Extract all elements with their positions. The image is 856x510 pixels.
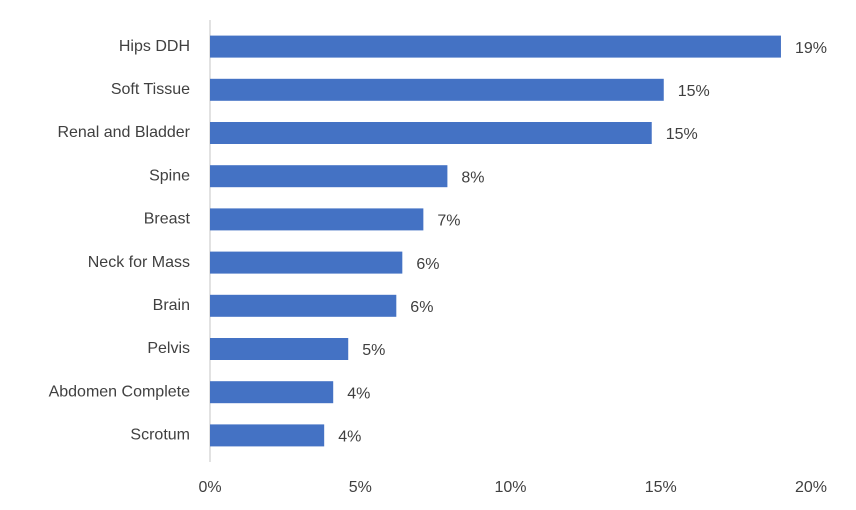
x-tick-label: 5%	[349, 479, 372, 496]
bar	[210, 424, 325, 447]
y-tick-label: Scrotum	[130, 427, 190, 444]
x-tick-label: 0%	[198, 479, 221, 496]
bar	[210, 338, 349, 360]
y-tick-label: Spine	[149, 167, 190, 184]
x-tick-label: 20%	[795, 479, 827, 496]
bar	[210, 294, 397, 317]
bar	[210, 381, 334, 404]
bar	[210, 78, 664, 101]
y-tick-label: Abdomen Complete	[49, 383, 191, 400]
value-label: 4%	[347, 385, 370, 402]
value-label: 6%	[416, 256, 439, 273]
y-tick-label: Renal and Bladder	[57, 124, 190, 141]
x-tick-label: 10%	[494, 479, 526, 496]
value-label: 7%	[437, 213, 460, 230]
value-label: 5%	[362, 342, 385, 359]
x-tick-label: 15%	[645, 479, 677, 496]
bar	[210, 208, 424, 231]
value-label: 6%	[410, 299, 433, 316]
y-tick-label: Hips DDH	[119, 38, 190, 55]
bar	[210, 251, 403, 274]
y-tick-label: Soft Tissue	[111, 81, 190, 98]
bar	[210, 35, 781, 58]
y-tick-label: Breast	[144, 211, 191, 228]
value-label: 19%	[795, 40, 827, 57]
y-tick-label: Pelvis	[147, 340, 190, 357]
y-tick-label: Brain	[153, 297, 190, 314]
y-tick-label: Neck for Mass	[88, 254, 190, 271]
bar	[210, 165, 448, 188]
value-label: 4%	[338, 429, 361, 446]
value-label: 8%	[461, 169, 484, 186]
value-label: 15%	[666, 126, 698, 143]
bar	[210, 122, 652, 144]
value-label: 15%	[678, 83, 710, 100]
